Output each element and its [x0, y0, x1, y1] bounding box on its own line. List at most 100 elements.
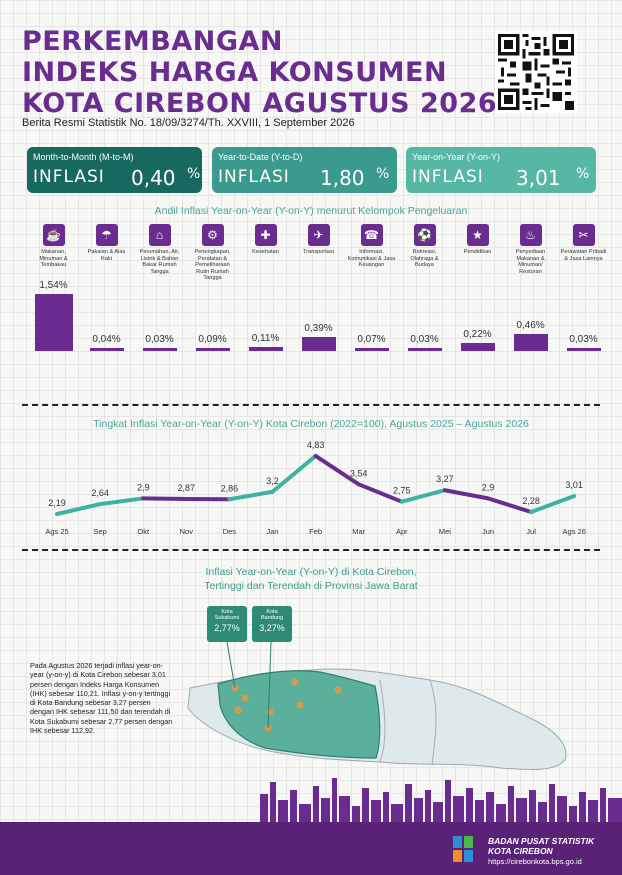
line-category-label: Ags 25: [45, 527, 68, 536]
card-mtm-value: 0,40: [131, 166, 176, 190]
city-dot: [241, 694, 249, 702]
bar-value-label: 0,39%: [304, 322, 333, 334]
bar-value-label: 0,09%: [198, 333, 227, 345]
line-value-label: 2,87: [178, 483, 196, 493]
line-value-label: 3,54: [350, 468, 368, 478]
line-category-label: Okt: [137, 527, 150, 536]
category-label: Penyediaan Makanan & Minuman/ Restoran: [515, 249, 546, 275]
callout-sukabumi: Kota Sukabumi 2,77%: [207, 606, 247, 642]
sport-icon: ⚽: [413, 224, 436, 246]
line-segment: [442, 488, 490, 501]
line-category-label: Nov: [180, 527, 194, 536]
line-segment: [55, 502, 103, 516]
bar: [142, 348, 177, 351]
bar: [89, 348, 124, 351]
clothing-icon: ☂: [95, 224, 118, 246]
line-value-label: 2,19: [48, 498, 66, 508]
province-border-central: [379, 679, 386, 763]
subtitle: Berita Resmi Statistik No. 18/09/3274/Th…: [22, 117, 355, 129]
callout-bandung-name-2: Bandung: [260, 615, 284, 621]
bar: [301, 336, 336, 351]
divider-1: [22, 404, 600, 406]
city-dot: [264, 724, 272, 732]
bar-value-label: 0,22%: [463, 328, 492, 340]
graduation-cap-icon: ★: [466, 224, 489, 246]
card-ytd: Year-to-Date (Y-to-D) INFLASI 1,80 %: [212, 147, 397, 193]
appliance-icon: ⚙: [201, 224, 224, 246]
title-line-2: INDEKS HARGA KONSUMEN: [22, 57, 448, 88]
card-yoy-value: 3,01: [516, 166, 561, 190]
line-segment: [227, 489, 275, 502]
bar-value-label: 0,03%: [145, 334, 174, 345]
city-dots: [231, 678, 342, 732]
line-segment: [270, 453, 318, 494]
bar-value-label: 0,07%: [357, 334, 386, 345]
line-segment: [98, 496, 146, 507]
line-value-label: 4,83: [307, 440, 325, 450]
category-label: Perawatan Pribadi & Jasa Lainnya: [560, 249, 607, 262]
category-label: Makanan, Minuman & Tembakau: [39, 249, 68, 269]
footer: [0, 822, 622, 875]
qr-code-icon: [495, 31, 577, 113]
category-label: Rekreasi, Olahraga & Budaya: [410, 249, 439, 269]
bar-value-label: 1,54%: [39, 280, 68, 292]
line-segment: [486, 496, 534, 515]
bar-value-label: 0,03%: [410, 334, 439, 345]
line-category-label: Des: [223, 527, 237, 536]
callout-sukabumi-value: 2,77%: [214, 623, 240, 633]
divider-2: [22, 549, 600, 551]
line-segment: [313, 453, 361, 487]
category-label: Informasi, Komunikasi & Jasa Keuangan: [347, 249, 396, 269]
card-mtm-word: INFLASI: [33, 167, 105, 187]
category-label: Perumahan, Air, Listrik & Bahan Bakar Ru…: [139, 249, 180, 275]
card-ytd-label: Year-to-Date (Y-to-D): [218, 152, 303, 162]
category-label: Perlengkapan, Peralatan & Pemeliharaan R…: [194, 249, 231, 282]
house-icon: ⌂: [148, 224, 171, 246]
bps-logo-icon: [453, 836, 473, 862]
line-value-label: 2,75: [393, 486, 411, 496]
line-value-label: 2,9: [482, 482, 495, 492]
line-category-label: Mei: [439, 527, 451, 536]
tools-icon: ✂: [572, 224, 595, 246]
bar: [513, 333, 548, 351]
category-label: Kesehatan: [252, 249, 279, 255]
line-chart: 2,19 Ags 25 2,64 Sep 2,9 Okt 2,87 Nov 2,86 Des 3,2…: [45, 440, 586, 536]
bar-value-label: 0,03%: [569, 334, 598, 345]
province-border-east: [429, 679, 437, 766]
line-category-label: Feb: [309, 527, 322, 536]
city-dot: [234, 706, 242, 714]
line-segment: [141, 496, 189, 502]
card-yoy: Year-on-Year (Y-on-Y) INFLASI 3,01 %: [406, 147, 596, 193]
line-value-label: 2,28: [522, 496, 540, 506]
bar-value-label: 0,46%: [516, 319, 545, 331]
line-segment: [399, 488, 447, 504]
card-yoy-word: INFLASI: [412, 167, 484, 187]
line-value-label: 3,2: [266, 476, 279, 486]
line-category-label: Jan: [266, 527, 278, 536]
bar: [354, 348, 389, 351]
line-category-label: Apr: [396, 527, 408, 536]
line-category-label: Jul: [526, 527, 536, 536]
bps-url-link[interactable]: https://cirebonkota.bps.go.id: [488, 857, 582, 866]
callout-sukabumi-name-2: Sukabumi: [214, 615, 240, 621]
callout-bandung: Kota Bandung 3,27%: [252, 606, 292, 642]
phone-icon: ☎: [360, 224, 383, 246]
restaurant-icon: ♨: [519, 224, 542, 246]
bar: [566, 348, 601, 351]
callout-bandung-name-1: Kota: [266, 609, 278, 615]
bps-name-line1: BADAN PUSAT STATISTIK: [488, 836, 595, 846]
category-label: Pakaian & Alas Kaki: [87, 249, 126, 262]
map-title-2: Tertinggi dan Terendah di Provinsi Jawa …: [204, 580, 418, 592]
pointer-bandung: [267, 641, 272, 729]
title-line-1: PERKEMBANGAN: [22, 26, 283, 57]
line-category-label: Sep: [93, 527, 106, 536]
line-category-label: Jun: [482, 527, 494, 536]
city-dot: [266, 708, 274, 716]
west-java-region: [217, 670, 381, 759]
bar: [407, 348, 442, 351]
line-value-label: 2,64: [91, 488, 109, 498]
card-mtm: Month-to-Month (M-to-M) INFLASI 0,40 %: [27, 147, 202, 193]
callout-bandung-value: 3,27%: [259, 623, 285, 633]
java-map: [187, 641, 567, 770]
line-value-label: 2,86: [221, 483, 239, 493]
